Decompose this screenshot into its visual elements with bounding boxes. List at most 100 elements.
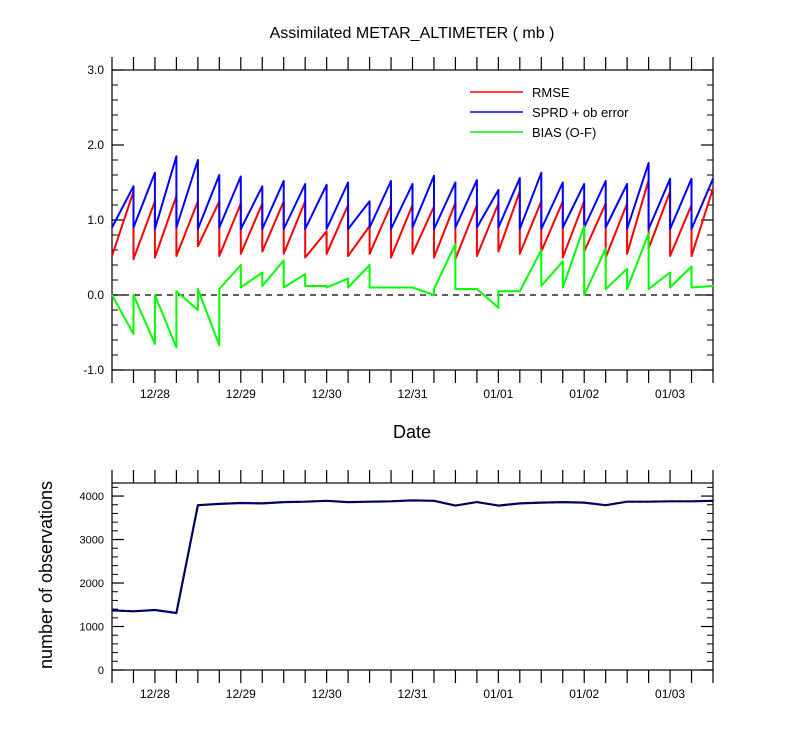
data-point-observations xyxy=(604,504,607,507)
data-point-sprd-ob-error xyxy=(647,162,650,164)
data-point-observations xyxy=(583,501,585,504)
data-point-bias-o-f xyxy=(132,333,135,335)
data-point-sprd-ob-error xyxy=(218,226,221,229)
data-point-observations xyxy=(132,610,135,613)
data-point-sprd-ob-error xyxy=(712,178,714,180)
data-point-sprd-ob-error xyxy=(325,228,328,230)
data-point-sprd-ob-error xyxy=(454,226,457,229)
data-point-sprd-ob-error xyxy=(304,228,307,230)
data-point-bias-o-f xyxy=(390,286,392,289)
plot-frame xyxy=(111,482,714,671)
data-point-bias-o-f xyxy=(368,264,371,266)
data-point-sprd-ob-error xyxy=(261,228,264,230)
data-point-sprd-ob-error xyxy=(433,175,435,177)
data-point-rmse xyxy=(325,253,328,255)
bottom-chart-ylabel: number of observations xyxy=(36,481,56,669)
data-point-sprd-ob-error xyxy=(368,226,371,229)
data-point-sprd-ob-error xyxy=(540,228,543,230)
data-point-observations xyxy=(325,500,328,502)
data-point-sprd-ob-error xyxy=(325,184,328,186)
y-tick-label: 1000 xyxy=(80,622,104,634)
y-tick-label: 0 xyxy=(98,665,104,677)
data-point-sprd-ob-error xyxy=(111,226,113,229)
data-point-sprd-ob-error xyxy=(690,228,693,230)
data-point-bias-o-f xyxy=(325,286,328,289)
x-tick-label: 01/03 xyxy=(655,687,685,701)
data-point-sprd-ob-error xyxy=(497,189,500,191)
data-point-observations xyxy=(154,609,156,611)
top-chart-title: Assimilated METAR_ALTIMETER ( mb ) xyxy=(270,25,555,42)
data-point-bias-o-f xyxy=(562,260,564,263)
data-point-observations xyxy=(454,504,457,507)
data-point-sprd-ob-error xyxy=(218,174,221,176)
y-tick-label: 2.0 xyxy=(87,138,104,152)
data-point-sprd-ob-error xyxy=(154,172,156,174)
data-point-bias-o-f xyxy=(540,285,543,287)
data-point-observations xyxy=(282,501,285,503)
data-point-bias-o-f xyxy=(669,286,671,289)
y-tick-label: 1.0 xyxy=(87,213,104,227)
data-point-rmse xyxy=(476,255,478,257)
x-tick-label: 12/31 xyxy=(397,387,427,401)
data-point-bias-o-f xyxy=(304,273,307,275)
data-point-sprd-ob-error xyxy=(240,228,242,230)
data-point-observations xyxy=(304,500,307,503)
data-point-bias-o-f xyxy=(519,290,521,293)
data-point-sprd-ob-error xyxy=(669,228,671,230)
data-point-sprd-ob-error xyxy=(690,178,693,180)
data-point-observations xyxy=(712,500,714,502)
data-point-observations xyxy=(347,501,349,503)
x-tick-label: 01/01 xyxy=(483,687,513,701)
data-point-sprd-ob-error xyxy=(540,172,543,174)
data-point-bias-o-f xyxy=(240,264,242,266)
data-point-bias-o-f xyxy=(604,247,607,250)
data-point-bias-o-f xyxy=(712,285,714,287)
data-point-sprd-ob-error xyxy=(626,183,628,185)
data-point-rmse xyxy=(519,253,521,255)
data-point-bias-o-f xyxy=(626,288,628,290)
data-point-sprd-ob-error xyxy=(154,228,156,230)
top-plot-area: 12/28 12/29 12/30 12/31 01/01 01/02 01/03 -1.0 0… xyxy=(83,57,714,401)
data-point-sprd-ob-error xyxy=(282,228,285,230)
data-point-bias-o-f xyxy=(476,288,478,290)
data-point-bias-o-f xyxy=(347,277,349,280)
data-point-bias-o-f xyxy=(411,286,414,289)
data-point-observations xyxy=(261,502,264,505)
data-point-rmse xyxy=(690,255,693,257)
data-point-sprd-ob-error xyxy=(390,180,392,182)
data-point-bias-o-f xyxy=(282,286,285,289)
data-point-sprd-ob-error xyxy=(175,226,178,229)
x-tick-label: 01/02 xyxy=(569,387,599,401)
data-point-sprd-ob-error xyxy=(411,226,414,229)
data-point-bias-o-f xyxy=(433,288,435,290)
data-point-rmse xyxy=(175,255,178,257)
data-point-observations xyxy=(497,504,500,507)
data-point-bias-o-f xyxy=(154,294,156,296)
data-point-sprd-ob-error xyxy=(347,228,349,230)
data-point-observations xyxy=(519,502,521,505)
data-point-rmse xyxy=(497,250,500,253)
data-point-observations xyxy=(368,500,371,503)
data-point-rmse xyxy=(325,230,328,233)
data-point-bias-o-f xyxy=(669,271,671,274)
legend-label-bias: BIAS (O-F) xyxy=(532,125,596,140)
data-point-sprd-ob-error xyxy=(197,159,199,161)
data-point-rmse xyxy=(218,255,221,257)
data-point-observations xyxy=(669,500,671,503)
data-point-rmse xyxy=(261,250,264,253)
data-point-bias-o-f xyxy=(647,232,650,235)
y-tick-label: 2000 xyxy=(80,578,104,590)
x-tick-label: 12/28 xyxy=(140,387,170,401)
data-point-sprd-ob-error xyxy=(390,228,392,230)
data-point-observations xyxy=(218,503,221,505)
y-tick-label: 0.0 xyxy=(87,288,104,302)
data-point-bias-o-f xyxy=(690,286,693,289)
data-point-sprd-ob-error xyxy=(626,228,628,230)
data-point-observations xyxy=(433,500,435,502)
data-point-rmse xyxy=(433,256,435,259)
data-point-observations xyxy=(240,502,242,504)
data-point-rmse xyxy=(347,255,349,257)
data-point-sprd-ob-error xyxy=(476,179,478,181)
data-point-sprd-ob-error xyxy=(454,181,457,184)
